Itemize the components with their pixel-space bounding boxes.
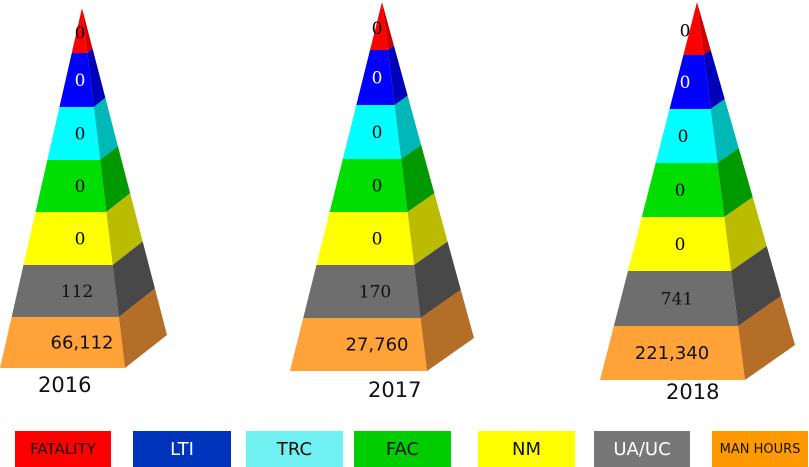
- layer-value: 0: [75, 71, 86, 91]
- layer-front-fatality: [71, 8, 88, 53]
- layer-value: 170: [359, 283, 391, 303]
- layer-value: 0: [675, 235, 686, 255]
- layer-front-fatality: [683, 2, 704, 55]
- legend-label: MAN HOURS: [719, 441, 801, 457]
- layer-value: 0: [372, 177, 383, 197]
- layer-front-fac: [35, 160, 107, 212]
- layer-side: [118, 288, 167, 368]
- layer-side: [100, 146, 131, 212]
- layer-value: 221,340: [635, 343, 709, 364]
- layer-value: 112: [61, 282, 93, 302]
- layer-side: [717, 148, 753, 217]
- layer-value: 0: [75, 125, 86, 145]
- layer-value: 0: [75, 230, 86, 250]
- layer-front-fac: [641, 163, 725, 217]
- layer-side: [724, 197, 767, 271]
- layer-front-ua-uc: [303, 265, 421, 318]
- layer-front-lti: [59, 53, 94, 107]
- layer-side: [394, 95, 422, 159]
- layer-side: [87, 48, 106, 107]
- layer-value: 66,112: [51, 333, 114, 354]
- layer-side: [112, 241, 155, 317]
- layer-side: [731, 246, 781, 326]
- legend-label: UA/UC: [613, 438, 671, 460]
- layer-front-ua-uc: [613, 271, 739, 326]
- layer-side: [82, 8, 93, 53]
- year-label-2018: 2018: [666, 380, 720, 404]
- pyramid-2016: 0 0 0 0 0 112 66,112: [0, 8, 167, 368]
- layer-value: 0: [675, 181, 686, 201]
- layer-value: 0: [75, 24, 86, 44]
- layer-side: [106, 193, 143, 265]
- layer-side: [401, 144, 435, 212]
- layer-side: [420, 289, 474, 371]
- pyramid-chart: 0 0 0 0 0 112 66,112 0 0 0 0 0 170 27,760 0 0 0 0 0 741 221,…: [0, 2, 795, 380]
- legend-label: NM: [512, 438, 541, 460]
- layer-value: 0: [372, 230, 383, 250]
- layer-side: [93, 97, 118, 160]
- legend-ua-uc: UA/UC: [594, 431, 690, 467]
- pyramid-2017: 0 0 0 0 0 170 27,760: [290, 2, 474, 371]
- layer-front-trc: [342, 105, 402, 159]
- layer-front-trc: [655, 109, 718, 163]
- layer-value: 0: [680, 73, 691, 93]
- layer-value: 0: [372, 69, 383, 89]
- year-label-2016: 2016: [38, 373, 92, 397]
- layer-value: 741: [661, 290, 693, 310]
- layer-side: [710, 99, 739, 163]
- layer-value: 0: [372, 19, 383, 39]
- layer-front-lti: [669, 55, 711, 109]
- layer-value: 0: [75, 177, 86, 197]
- legend-label: FATALITY: [30, 440, 96, 458]
- layer-value: 0: [372, 123, 383, 143]
- legend-label: FAC: [385, 438, 420, 460]
- layer-value: 0: [678, 127, 689, 147]
- legend-nm: NM: [478, 431, 575, 467]
- year-label-2017: 2017: [368, 378, 422, 402]
- layer-side: [703, 50, 725, 109]
- layer-front-nm: [627, 217, 732, 271]
- legend-label: LTI: [170, 438, 194, 460]
- layer-front-fac: [329, 159, 408, 212]
- layer-front-lti: [356, 50, 395, 105]
- layer-side: [738, 296, 795, 380]
- layer-side: [697, 2, 711, 55]
- pyramid-2018: 0 0 0 0 0 741 221,340: [600, 2, 795, 380]
- layer-side: [387, 45, 408, 105]
- layer-front-nm: [23, 212, 113, 265]
- layer-value: 0: [680, 22, 691, 42]
- legend-label: TRC: [276, 438, 313, 460]
- legend-fac: FAC: [354, 431, 451, 467]
- layer-side: [414, 241, 461, 318]
- layer-front-ua-uc: [11, 265, 119, 317]
- layer-front-man-hours: [290, 318, 427, 371]
- layer-side: [382, 2, 394, 50]
- legend-trc: TRC: [246, 431, 343, 467]
- layer-front-man-hours: [600, 326, 745, 380]
- layer-side: [407, 193, 448, 265]
- layer-value: 27,760: [346, 335, 409, 356]
- legend-lti: LTI: [133, 431, 231, 467]
- legend-fatality: FATALITY: [15, 431, 111, 467]
- legend-man-hours: MAN HOURS: [712, 431, 808, 467]
- layer-front-man-hours: [0, 317, 125, 368]
- layer-front-trc: [47, 107, 101, 160]
- layer-front-fatality: [370, 2, 388, 50]
- layer-front-nm: [316, 212, 415, 265]
